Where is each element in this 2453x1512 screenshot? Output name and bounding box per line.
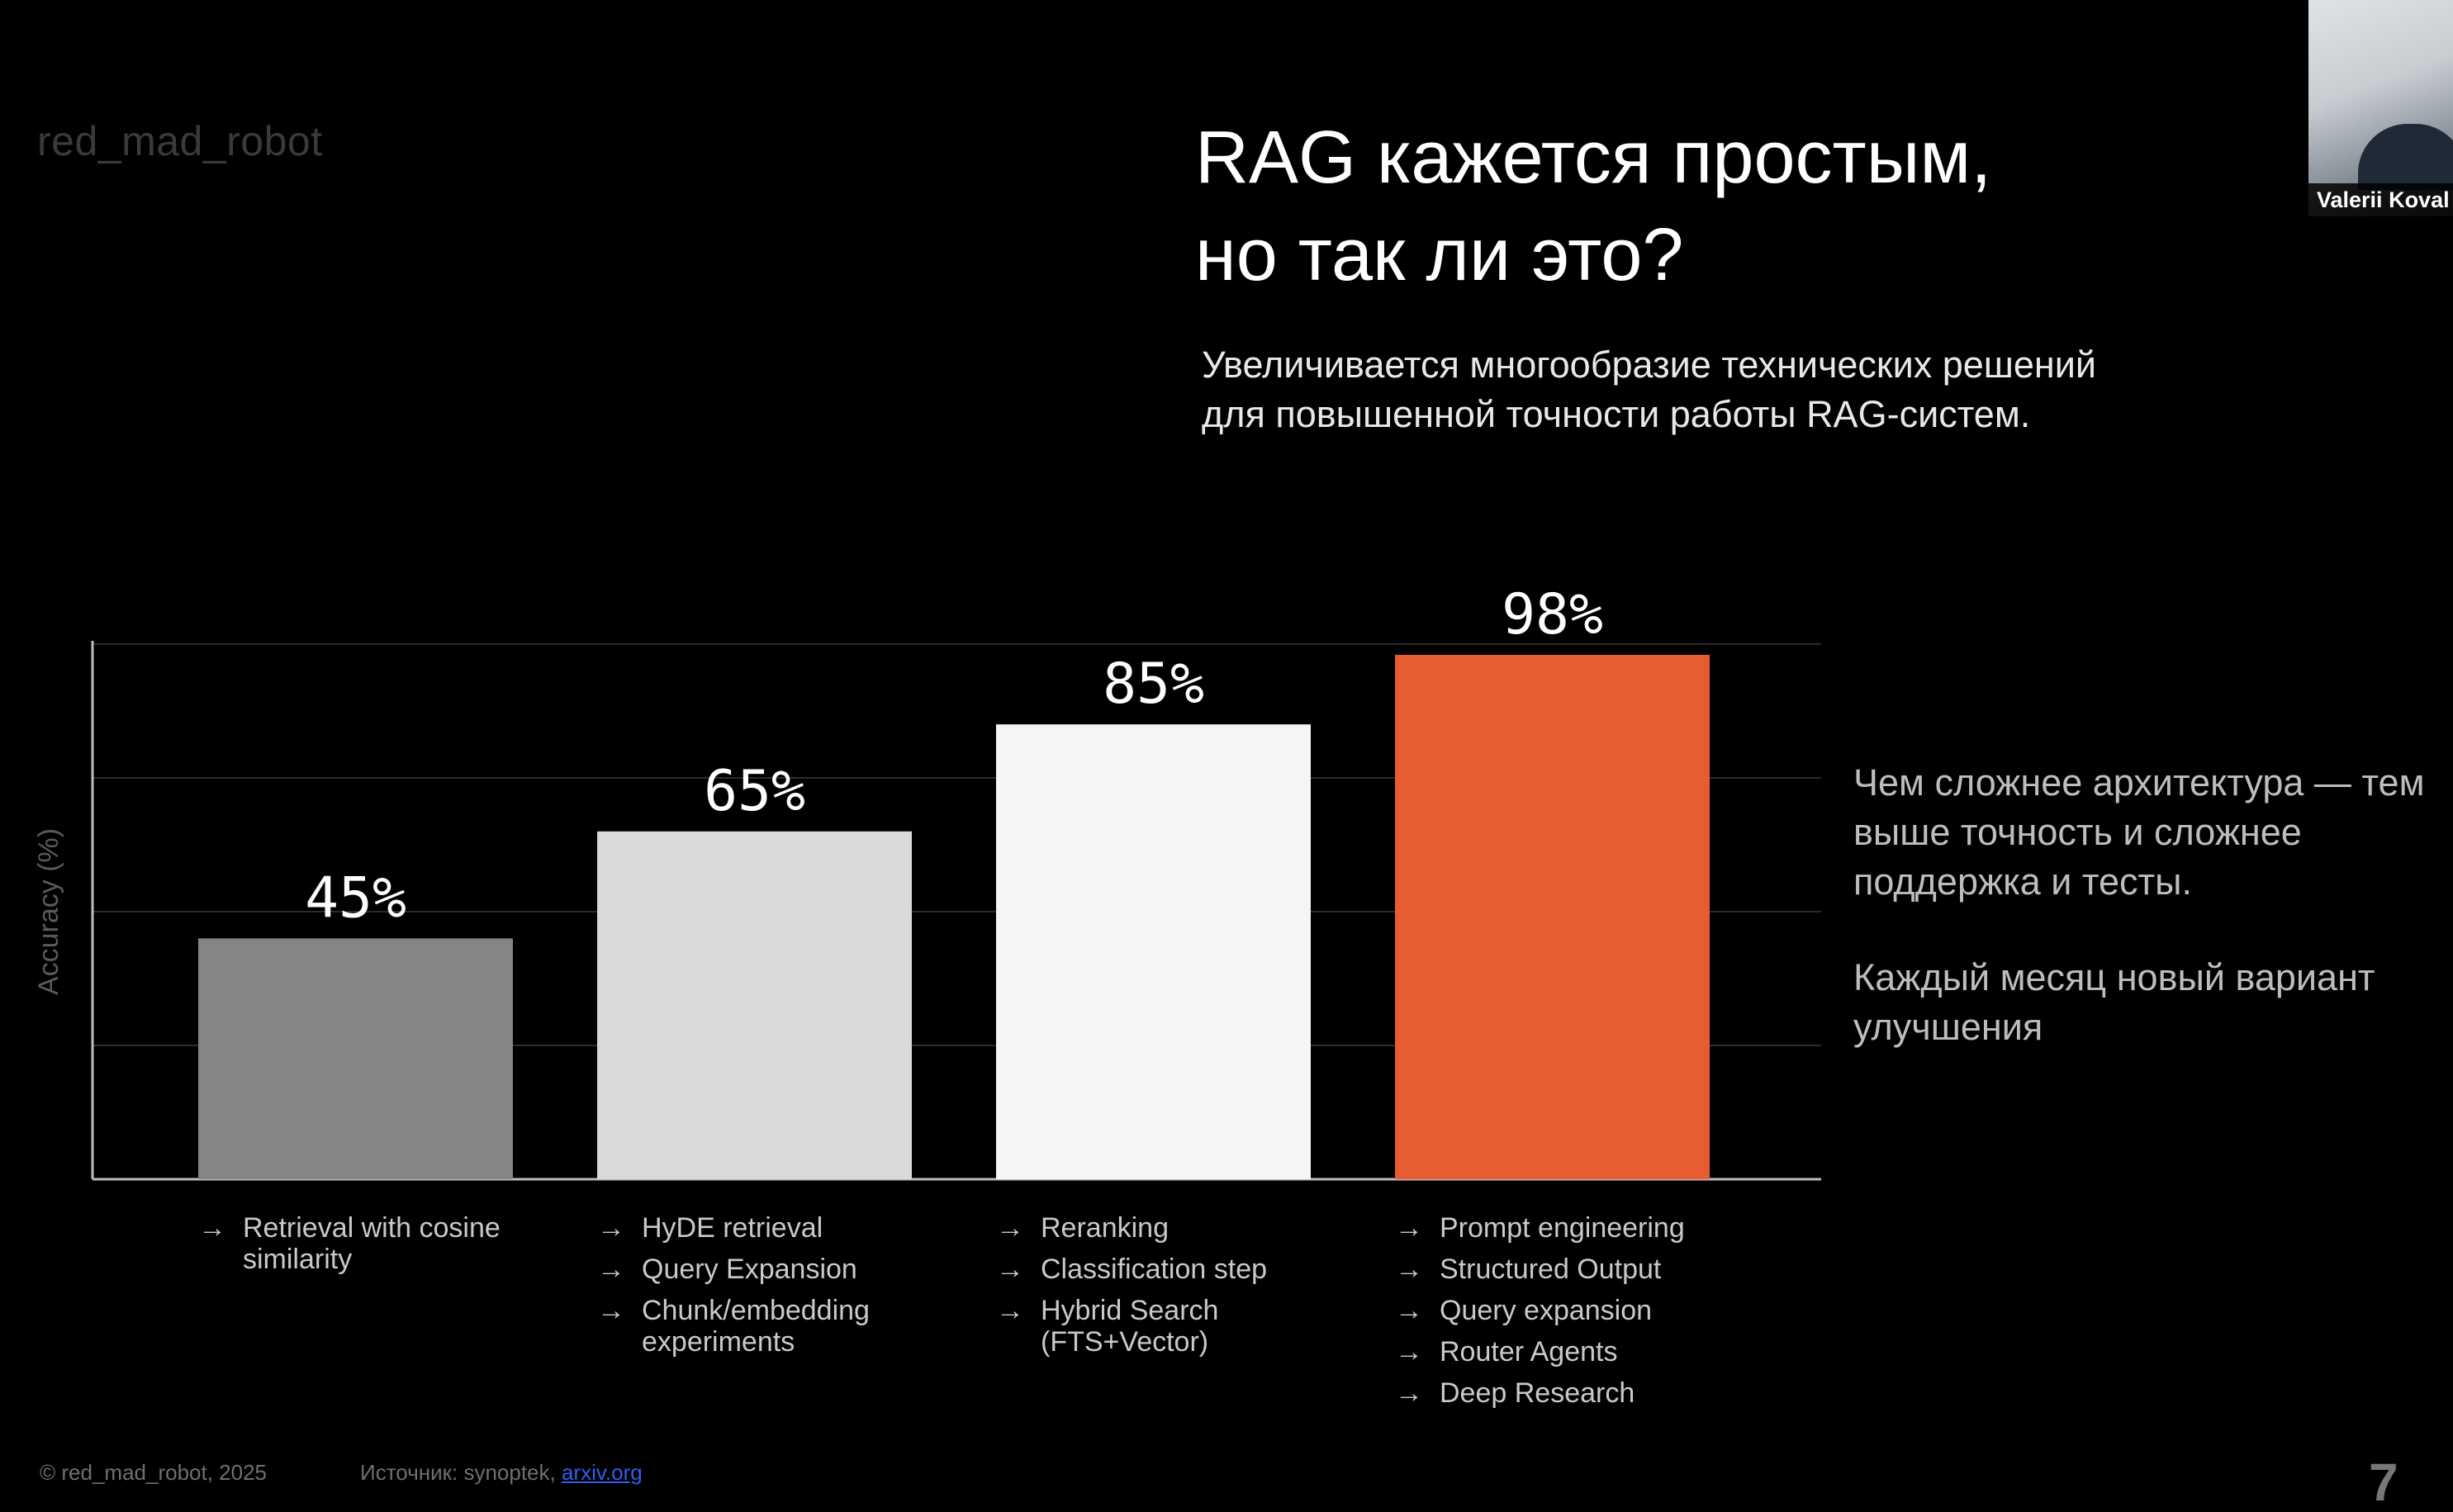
arrow-right-icon: → <box>597 1254 625 1285</box>
technique-item: → Prompt engineering <box>1395 1212 1742 1244</box>
corner-logo-icon: 7 <box>2369 1453 2398 1512</box>
technique-list: → Prompt engineering → Structured Output → Qu… <box>1395 1212 1742 1409</box>
arrow-right-icon: → <box>597 1212 625 1244</box>
bar-value-label: 85% <box>1103 652 1204 717</box>
side-note-1: Чем сложнее архитектура — тем выше точно… <box>1853 761 2425 903</box>
footer-source-prefix: Источник: synoptek, <box>360 1460 562 1485</box>
bar-value-label: 45% <box>305 865 406 931</box>
arrow-right-icon: → <box>996 1212 1024 1244</box>
technique-item: → HyDE retrieval <box>597 1212 944 1244</box>
technique-group-4: → Prompt engineering → Structured Output → Qu… <box>1395 1212 1742 1419</box>
technique-item: → Retrieval with cosine similarity <box>198 1212 545 1275</box>
technique-label: Chunk/embedding experiments <box>642 1295 870 1358</box>
participant-silhouette <box>2358 124 2453 190</box>
slide-title: RAG кажется простым, но так ли это? <box>1195 109 2269 304</box>
arrow-right-icon: → <box>1395 1377 1423 1409</box>
technique-label: Hybrid Search (FTS+Vector) <box>1041 1295 1219 1358</box>
arrow-right-icon: → <box>1395 1295 1423 1326</box>
technique-group-1: → Retrieval with cosine similarity <box>198 1212 545 1285</box>
subtitle-line-1: Увеличивается многообразие технических р… <box>1202 344 2097 386</box>
technique-item: → Router Agents <box>1395 1336 1742 1367</box>
technique-label: Reranking <box>1041 1212 1169 1244</box>
technique-label: Classification step <box>1041 1254 1268 1285</box>
technique-item: → Hybrid Search (FTS+Vector) <box>996 1295 1343 1358</box>
technique-item: → Query Expansion <box>597 1254 944 1285</box>
bar <box>1395 654 1710 1179</box>
technique-item: → Structured Output <box>1395 1254 1742 1285</box>
arrow-right-icon: → <box>198 1212 226 1244</box>
technique-label: Deep Research <box>1440 1377 1635 1409</box>
arrow-right-icon: → <box>996 1295 1024 1326</box>
side-note-2: Каждый месяц новый вариант улучшения <box>1853 956 2375 1048</box>
y-axis-label: Accuracy (%) <box>33 828 64 995</box>
technique-list: → Retrieval with cosine similarity <box>198 1212 545 1275</box>
technique-item: → Query expansion <box>1395 1295 1742 1326</box>
participant-video-tile[interactable]: Valerii Koval <box>2308 0 2453 216</box>
arrow-right-icon: → <box>996 1254 1024 1285</box>
slide-subtitle: Увеличивается многообразие технических р… <box>1202 340 2300 439</box>
technique-label: HyDE retrieval <box>642 1212 823 1244</box>
brand-logo-text: red_mad_robot <box>37 118 323 164</box>
side-notes: Чем сложнее архитектура — тем выше точно… <box>1853 758 2432 1098</box>
footer-source-link[interactable]: arxiv.org <box>561 1460 643 1485</box>
footer: © red_mad_robot, 2025 Источник: synoptek… <box>40 1460 643 1486</box>
bar-value-label: 98% <box>1502 582 1603 647</box>
accuracy-bar-chart: Accuracy (%) 45% 65% 85% 98% <box>33 582 1821 1181</box>
bar <box>996 724 1311 1179</box>
technique-group-2: → HyDE retrieval → Query Expansion → Chunk/em… <box>597 1212 944 1367</box>
technique-label: Query Expansion <box>642 1254 857 1285</box>
arrow-right-icon: → <box>597 1295 625 1326</box>
arrow-right-icon: → <box>1395 1212 1423 1244</box>
technique-item: → Reranking <box>996 1212 1343 1244</box>
footer-source: Источник: synoptek, arxiv.org <box>360 1460 643 1486</box>
title-line-1: RAG кажется простым, <box>1195 116 1992 199</box>
bar <box>597 831 912 1179</box>
bar <box>198 938 513 1179</box>
footer-copyright: © red_mad_robot, 2025 <box>40 1460 268 1485</box>
technique-label: Router Agents <box>1440 1336 1618 1367</box>
technique-label: Prompt engineering <box>1440 1212 1685 1244</box>
technique-label: Query expansion <box>1440 1295 1653 1326</box>
participant-name: Valerii Koval <box>2308 183 2453 216</box>
technique-list: → Reranking → Classification step → Hybrid Se… <box>996 1212 1343 1358</box>
arrow-right-icon: → <box>1395 1254 1423 1285</box>
bar-value-label: 65% <box>704 759 805 824</box>
technique-label: Structured Output <box>1440 1254 1662 1285</box>
technique-item: → Classification step <box>996 1254 1343 1285</box>
technique-item: → Chunk/embedding experiments <box>597 1295 944 1358</box>
technique-group-3: → Reranking → Classification step → Hybrid Se… <box>996 1212 1343 1367</box>
title-line-2: но так ли это? <box>1195 214 1684 296</box>
technique-list: → HyDE retrieval → Query Expansion → Chunk/em… <box>597 1212 944 1358</box>
technique-item: → Deep Research <box>1395 1377 1742 1409</box>
arrow-right-icon: → <box>1395 1336 1423 1367</box>
subtitle-line-2: для повышенной точности работы RAG-систе… <box>1202 393 2031 435</box>
technique-label: Retrieval with cosine similarity <box>243 1212 501 1275</box>
